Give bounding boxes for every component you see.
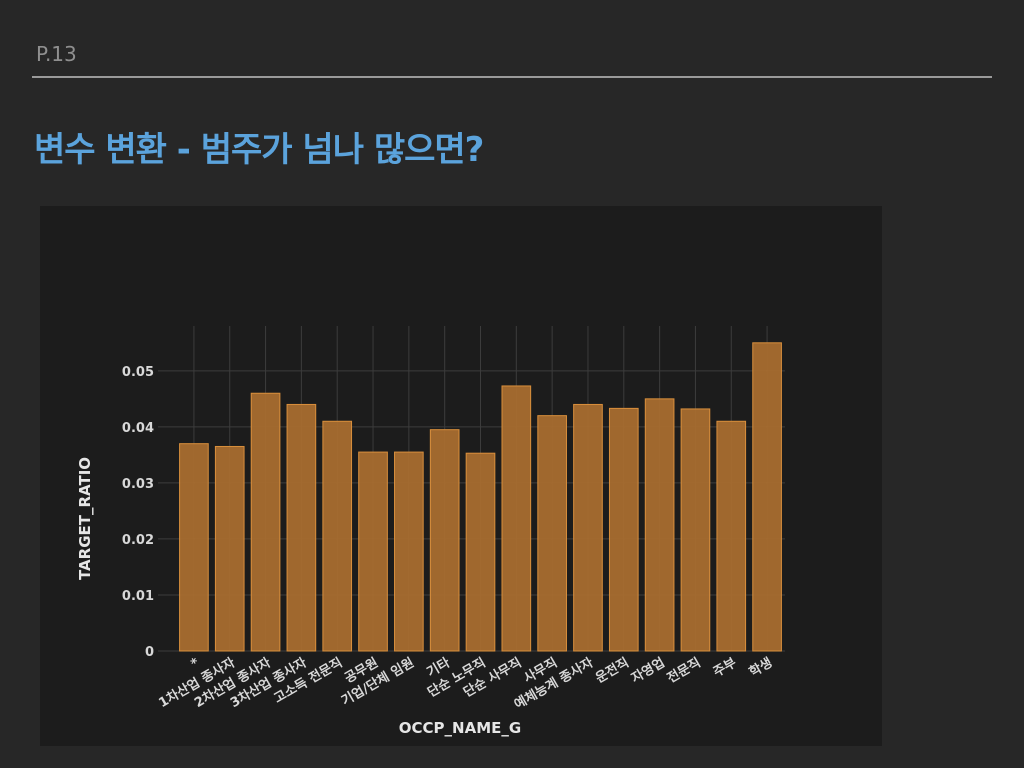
bar (608, 407, 639, 652)
bar (250, 392, 281, 652)
y-tick-labels: 0 0.01 0.02 0.03 0.04 0.05 (122, 365, 154, 660)
bar (429, 429, 460, 652)
bar (394, 451, 424, 652)
x-tick-label: 주부 (711, 655, 739, 680)
y-tick-label: 0 (145, 645, 154, 660)
y-tick-label: 0.01 (122, 589, 154, 604)
bar (680, 408, 711, 652)
x-tick-label: 학생 (746, 655, 775, 681)
bar (214, 445, 245, 652)
bar (537, 415, 567, 652)
header-divider (32, 76, 992, 78)
y-tick-label: 0.05 (122, 365, 154, 380)
x-tick-label: * (189, 655, 203, 671)
bar (179, 443, 209, 652)
x-axis-title: OCCP_NAME_G (399, 719, 521, 737)
slide-title: 변수 변환 - 범주가 넘나 많으면? (34, 130, 484, 170)
x-tick-label: 자영업 (629, 655, 668, 686)
y-tick-label: 0.04 (122, 421, 154, 436)
x-tick-label: 운전직 (593, 655, 632, 687)
chart-panel: 0 0.01 0.02 0.03 0.04 0.05 * 1차산업 종사자 2차산업 종사자 3… (40, 206, 882, 746)
bar (752, 342, 782, 652)
bar (501, 385, 532, 652)
bars (179, 342, 782, 652)
bar (573, 403, 603, 652)
bar (322, 420, 353, 652)
y-tick-label: 0.02 (122, 533, 154, 548)
page-number: P.13 (36, 42, 77, 66)
bar (644, 398, 675, 652)
bar (465, 452, 496, 652)
bar (358, 451, 388, 652)
bar (716, 420, 747, 652)
y-tick-label: 0.03 (122, 477, 154, 492)
y-axis-title: TARGET_RATIO (76, 457, 94, 580)
x-tick-label: 전문직 (664, 655, 703, 687)
bar (286, 403, 317, 652)
